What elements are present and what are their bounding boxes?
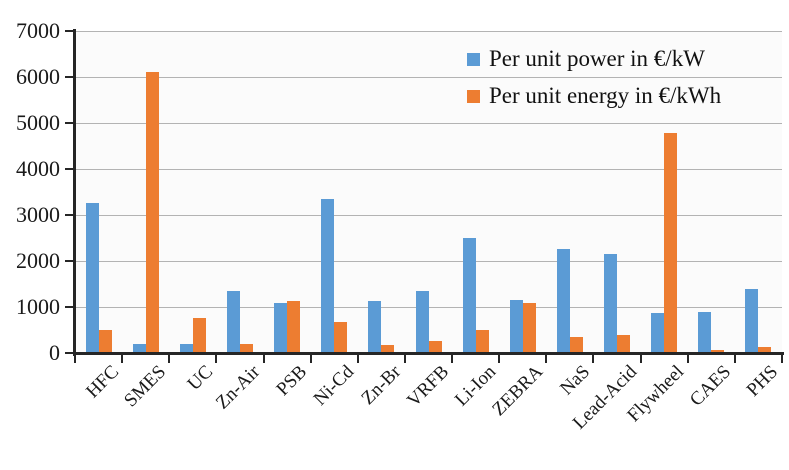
gridline-7000 <box>75 31 782 32</box>
legend-label-energy: Per unit energy in €/kWh <box>489 83 722 108</box>
legend-swatch-energy-icon <box>467 89 480 103</box>
x-axis-tick <box>121 355 123 363</box>
gridline-2000 <box>75 261 782 262</box>
bar-power-VRFB <box>416 291 429 353</box>
x-axis-tick <box>734 355 736 363</box>
gridline-5000 <box>75 123 782 124</box>
gridline-3000 <box>75 215 782 216</box>
y-axis-tick-label-1000: 1000 <box>16 294 60 319</box>
bar-power-ZEBRA <box>510 300 523 353</box>
bar-energy-SMES <box>146 72 159 353</box>
x-axis-tick <box>640 355 642 363</box>
bar-power-HFC <box>86 203 99 353</box>
legend-item-energy: Per unit energy in €/kWh <box>467 82 721 110</box>
bar-power-CAES <box>698 312 711 353</box>
x-axis-tick <box>74 355 76 363</box>
x-axis-tick <box>592 355 594 363</box>
y-axis-tick-0 <box>65 352 74 354</box>
bar-energy-Ni-Cd <box>334 322 347 353</box>
bar-energy-Lead-Acid <box>617 335 630 353</box>
x-axis-tick <box>545 355 547 363</box>
bar-energy-HFC <box>99 330 112 353</box>
x-axis-tick <box>357 355 359 363</box>
plot-area: Per unit power in €/kW Per unit energy i… <box>75 31 782 353</box>
bar-power-NaS <box>557 249 570 353</box>
y-axis-tick-2000 <box>65 260 74 262</box>
y-axis-tick-label-2000: 2000 <box>16 248 60 273</box>
bar-power-PSB <box>274 303 287 353</box>
x-axis-tick <box>451 355 453 363</box>
y-axis-tick-1000 <box>65 306 74 308</box>
x-axis-tick <box>168 355 170 363</box>
y-axis-tick-label-7000: 7000 <box>16 18 60 43</box>
bar-power-Li-Ion <box>463 238 476 353</box>
bar-energy-Li-Ion <box>476 330 489 353</box>
gridline-6000 <box>75 77 782 78</box>
bar-power-Lead-Acid <box>604 254 617 353</box>
y-axis-tick-4000 <box>65 168 74 170</box>
y-axis-tick-7000 <box>65 30 74 32</box>
y-axis-tick-label-5000: 5000 <box>16 110 60 135</box>
x-axis-tick <box>310 355 312 363</box>
y-axis-tick-6000 <box>65 76 74 78</box>
x-axis-tick <box>404 355 406 363</box>
x-axis-tick <box>498 355 500 363</box>
bar-power-Ni-Cd <box>321 199 334 353</box>
bar-power-Zn-Br <box>368 301 381 353</box>
bar-energy-Zn-Br <box>381 345 394 353</box>
legend-label-power: Per unit power in €/kW <box>489 46 705 71</box>
y-axis-line <box>73 29 76 356</box>
bar-power-Zn-Air <box>227 291 240 353</box>
y-axis-tick-label-4000: 4000 <box>16 156 60 181</box>
bar-power-Flywheel <box>651 313 664 353</box>
y-axis-tick-label-6000: 6000 <box>16 64 60 89</box>
legend-swatch-power-icon <box>467 52 480 66</box>
x-axis-line <box>73 352 784 355</box>
bar-energy-UC <box>193 318 206 353</box>
bar-energy-Flywheel <box>664 133 677 353</box>
x-axis-tick <box>687 355 689 363</box>
bar-power-SMES <box>133 344 146 353</box>
bar-energy-CAES <box>711 350 724 353</box>
bar-energy-NaS <box>570 337 583 353</box>
y-axis-tick-label-0: 0 <box>49 340 60 365</box>
legend: Per unit power in €/kW Per unit energy i… <box>467 45 721 119</box>
bar-energy-PHS <box>758 347 771 353</box>
y-axis-tick-label-3000: 3000 <box>16 202 60 227</box>
bar-energy-VRFB <box>429 341 442 353</box>
y-axis-tick-5000 <box>65 122 74 124</box>
x-axis-tick <box>263 355 265 363</box>
bar-energy-ZEBRA <box>523 303 536 353</box>
x-axis-tick <box>215 355 217 363</box>
bar-energy-Zn-Air <box>240 344 253 353</box>
bar-power-PHS <box>745 289 758 353</box>
bar-power-UC <box>180 344 193 353</box>
y-axis-tick-3000 <box>65 214 74 216</box>
legend-item-power: Per unit power in €/kW <box>467 45 721 73</box>
x-axis-tick <box>781 355 783 363</box>
bar-energy-PSB <box>287 301 300 353</box>
gridline-4000 <box>75 169 782 170</box>
